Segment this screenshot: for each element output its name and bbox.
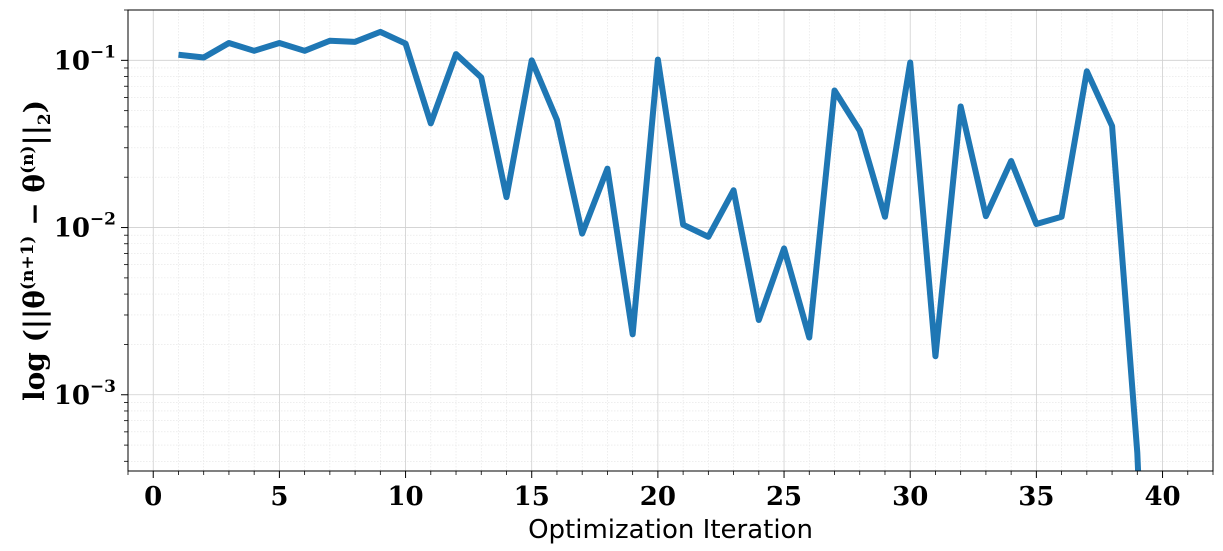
y-axis-label: log (||θ(n+1) − θ(n)||2) <box>18 100 55 401</box>
x-tick-label: 25 <box>766 482 802 512</box>
x-tick-label: 35 <box>1018 482 1054 512</box>
series-line <box>178 28 1142 471</box>
x-axis-label: Optimization Iteration <box>528 515 813 545</box>
major-grid <box>128 10 1213 471</box>
x-tick-label: 40 <box>1144 482 1180 512</box>
y-tick-label: 10−1 <box>54 42 116 76</box>
x-axis-ticks: 0 5 10 15 20 25 30 35 40 <box>127 471 1214 512</box>
plot-frame <box>127 9 1214 472</box>
y-tick-label: 10−3 <box>54 377 116 411</box>
x-tick-label: 15 <box>514 482 550 512</box>
minor-grid <box>127 9 1214 471</box>
x-tick-label: 0 <box>144 482 162 512</box>
x-tick-label: 10 <box>387 482 423 512</box>
y-tick-label: 10−2 <box>54 210 116 244</box>
series-group <box>178 28 1142 471</box>
y-axis-ticks: 10−3 10−2 10−1 <box>54 9 128 462</box>
x-tick-label: 30 <box>892 482 928 512</box>
x-tick-label: 20 <box>640 482 676 512</box>
x-tick-label: 5 <box>270 482 288 512</box>
